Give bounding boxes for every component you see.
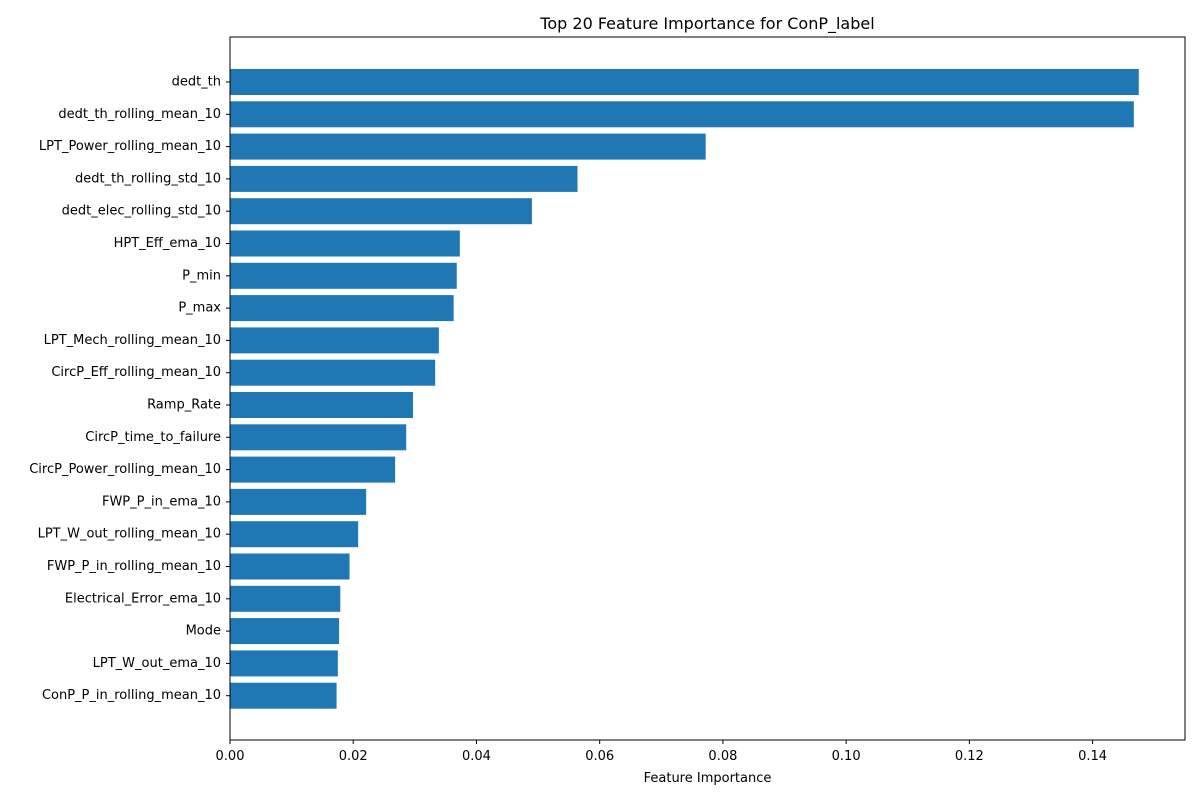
y-tick-label: FWP_P_in_ema_10 xyxy=(102,494,221,509)
y-tick-label: Electrical_Error_ema_10 xyxy=(65,591,221,606)
plot-frame xyxy=(229,36,1186,741)
x-tick-label: 0.02 xyxy=(339,749,368,764)
y-tick-label: dedt_th_rolling_mean_10 xyxy=(58,107,221,122)
y-tick-label: HPT_Eff_ema_10 xyxy=(114,236,221,251)
bar-0 xyxy=(230,69,1139,95)
y-axis-ticks: dedt_th dedt_th_rolling_mean_10 LPT_Power_… xyxy=(29,75,230,703)
y-tick-label: dedt_elec_rolling_std_10 xyxy=(62,204,221,219)
chart-title: Top 20 Feature Importance for ConP_label xyxy=(539,14,874,34)
bar-6 xyxy=(230,262,457,289)
y-tick-label: CircP_time_to_failure xyxy=(85,430,221,445)
bar-18 xyxy=(230,650,338,677)
y-tick-label: ConP_P_in_rolling_mean_10 xyxy=(42,688,221,703)
y-tick-label: LPT_Mech_rolling_mean_10 xyxy=(44,333,221,348)
bar-1 xyxy=(230,101,1134,128)
x-tick-label: 0.10 xyxy=(832,749,861,764)
y-tick-label: LPT_Power_rolling_mean_10 xyxy=(39,139,221,154)
bar-15 xyxy=(230,553,350,580)
y-tick-label: P_min xyxy=(182,268,221,283)
bar-14 xyxy=(230,521,359,548)
x-tick-label: 0.12 xyxy=(955,749,984,764)
bars-group xyxy=(230,69,1139,709)
y-tick-label: CircP_Power_rolling_mean_10 xyxy=(29,462,221,477)
bar-11 xyxy=(230,424,407,451)
y-tick-label: CircP_Eff_rolling_mean_10 xyxy=(51,365,221,380)
y-tick-label: Ramp_Rate xyxy=(147,398,221,413)
x-axis-label: Feature Importance xyxy=(644,771,772,786)
x-tick-label: 0.04 xyxy=(462,749,491,764)
bar-2 xyxy=(230,133,706,160)
bar-19 xyxy=(230,682,337,709)
y-tick-label: dedt_th_rolling_std_10 xyxy=(75,171,221,186)
x-tick-label: 0.06 xyxy=(585,749,614,764)
bar-9 xyxy=(230,359,436,386)
bar-13 xyxy=(230,488,367,515)
bar-4 xyxy=(230,198,532,225)
y-tick-label: FWP_P_in_rolling_mean_10 xyxy=(47,559,221,574)
x-axis-ticks: 0.00 0.02 0.04 0.06 0.08 0.10 0.12 0.14 xyxy=(216,740,1107,764)
y-tick-label: LPT_W_out_rolling_mean_10 xyxy=(38,527,221,542)
bar-16 xyxy=(230,585,341,612)
x-tick-label: 0.08 xyxy=(708,749,737,764)
x-tick-label: 0.14 xyxy=(1078,749,1107,764)
bar-5 xyxy=(230,230,460,257)
y-tick-label: Mode xyxy=(186,624,221,639)
bar-17 xyxy=(230,618,340,645)
x-tick-label: 0.00 xyxy=(216,749,245,764)
bar-10 xyxy=(230,392,413,418)
bar-8 xyxy=(230,327,439,354)
bar-3 xyxy=(230,165,578,192)
y-tick-label: dedt_th xyxy=(172,75,221,90)
y-tick-label: LPT_W_out_ema_10 xyxy=(93,656,221,671)
bar-7 xyxy=(230,295,454,322)
y-tick-label: P_max xyxy=(178,301,221,316)
bar-12 xyxy=(230,456,396,483)
